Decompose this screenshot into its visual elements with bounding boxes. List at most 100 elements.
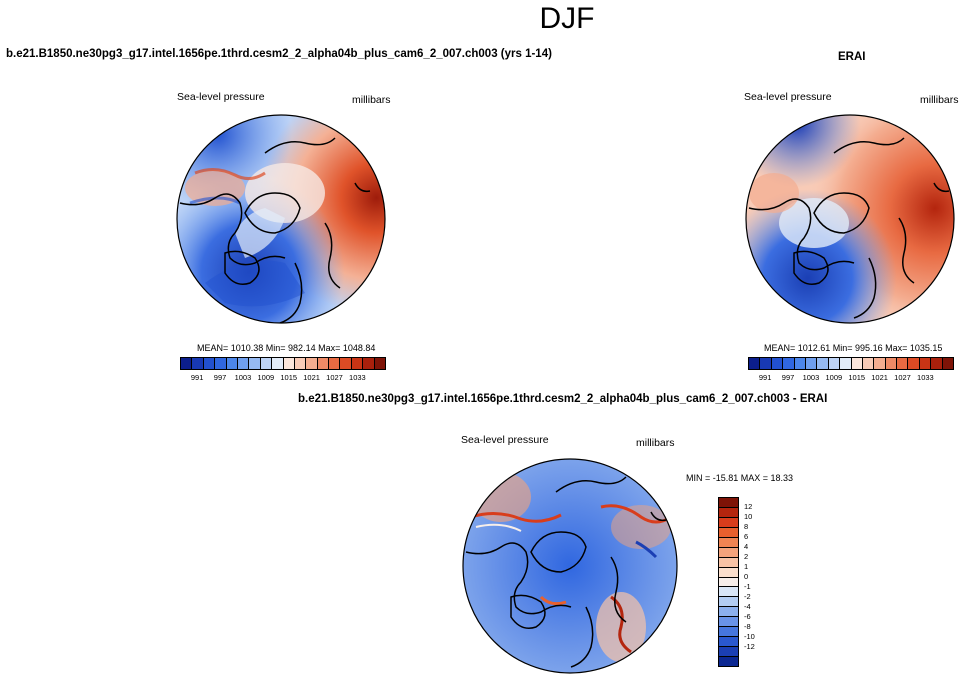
diff-colorbar-tick-label: -1: [744, 582, 751, 591]
obs-units-label: millibars: [920, 94, 959, 106]
diff-colorbar-swatch: [719, 587, 738, 598]
season-title: DJF: [539, 2, 595, 35]
model-colorbar: [180, 357, 386, 370]
obs-colorbar-ticks: 991 997 1003 1009 1015 1021 1027 1033: [748, 373, 954, 383]
diff-colorbar-tick-label: 10: [744, 512, 753, 521]
obs-colorbar-tick-label: 997: [781, 373, 795, 382]
obs-colorbar-swatch: [794, 358, 806, 369]
obs-colorbar-swatch: [931, 358, 943, 369]
model-colorbar-swatch: [181, 358, 193, 369]
model-colorbar-tick-label: 991: [190, 373, 204, 382]
diff-colorbar-tick-label: 4: [744, 542, 749, 551]
model-colorbar-swatch: [283, 358, 295, 369]
diff-colorbar-tick-label: -4: [744, 602, 751, 611]
diff-colorbar: [718, 497, 739, 667]
model-colorbar-tick-label: 1009: [257, 373, 275, 382]
diff-units-label: millibars: [636, 437, 675, 449]
diff-polar-map: [462, 458, 678, 674]
diff-colorbar-swatch: [719, 498, 738, 508]
diff-colorbar-swatch: [719, 577, 738, 588]
model-colorbar-swatch: [340, 358, 352, 369]
obs-colorbar-tick-label: 1009: [825, 373, 843, 382]
model-stats: MEAN= 1010.38 Min= 982.14 Max= 1048.84: [197, 343, 376, 353]
model-colorbar-tick-label: 1033: [349, 373, 366, 382]
model-colorbar-tick-label: 1015: [280, 373, 298, 382]
model-colorbar-swatch: [226, 358, 238, 369]
diff-colorbar-tick-label: -8: [744, 622, 751, 631]
obs-colorbar-swatch: [760, 358, 772, 369]
obs-colorbar-swatch: [897, 358, 909, 369]
model-colorbar-swatch: [192, 358, 204, 369]
diff-colorbar-swatch: [719, 567, 738, 578]
model-polar-map: [176, 114, 386, 324]
diff-colorbar-swatch: [719, 617, 738, 628]
obs-colorbar-swatch: [908, 358, 920, 369]
model-colorbar-swatch: [249, 358, 261, 369]
diff-colorbar-tick-label: 0: [744, 572, 749, 581]
model-colorbar-tick-label: 1027: [326, 373, 343, 382]
model-colorbar-swatch: [329, 358, 341, 369]
obs-colorbar-tick-label: 1021: [871, 373, 888, 382]
obs-colorbar-tick-label: 991: [758, 373, 772, 382]
diff-colorbar-swatch: [719, 537, 738, 548]
obs-colorbar-swatch: [771, 358, 784, 369]
diff-colorbar-tick-label: 1: [744, 562, 749, 571]
model-colorbar-swatch: [260, 358, 273, 369]
model-colorbar-ticks: 991 997 1003 1009 1015 1021 1027 1033: [180, 373, 386, 383]
obs-colorbar-swatch: [805, 358, 818, 369]
diff-colorbar-tick-label: -2: [744, 592, 751, 601]
model-colorbar-tick-label: 997: [213, 373, 227, 382]
model-case-title: b.e21.B1850.ne30pg3_g17.intel.1656pe.1th…: [6, 48, 552, 60]
diff-colorbar-tick-label: -6: [744, 612, 751, 621]
diff-title: b.e21.B1850.ne30pg3_g17.intel.1656pe.1th…: [298, 393, 828, 405]
diff-colorbar-swatch: [719, 647, 738, 657]
obs-colorbar-swatch: [942, 358, 954, 369]
model-colorbar-swatch: [203, 358, 216, 369]
obs-colorbar-swatch: [817, 358, 829, 369]
obs-colorbar-swatch: [885, 358, 898, 369]
diff-colorbar-swatch: [719, 517, 738, 528]
obs-stats: MEAN= 1012.61 Min= 995.16 Max= 1035.15: [764, 343, 943, 353]
diff-colorbar-tick-label: 6: [744, 532, 749, 541]
diff-colorbar-swatch: [719, 557, 738, 568]
diff-colorbar-swatch: [719, 627, 738, 638]
diff-colorbar-swatch: [719, 637, 738, 648]
diff-colorbar-swatch: [719, 547, 738, 558]
model-colorbar-swatch: [215, 358, 227, 369]
obs-variable-label: Sea-level pressure: [744, 91, 832, 103]
model-colorbar-swatch: [351, 358, 364, 369]
diff-variable-label: Sea-level pressure: [461, 434, 549, 446]
diff-colorbar-swatch: [719, 657, 738, 666]
obs-colorbar: [748, 357, 954, 370]
obs-colorbar-swatch: [828, 358, 841, 369]
model-colorbar-swatch: [306, 358, 318, 369]
model-colorbar-swatch: [317, 358, 330, 369]
model-colorbar-swatch: [237, 358, 250, 369]
diff-colorbar-tick-label: 12: [744, 502, 753, 511]
obs-colorbar-swatch: [851, 358, 863, 369]
model-units-label: millibars: [352, 94, 391, 106]
model-colorbar-tick-label: 1021: [303, 373, 320, 382]
diff-colorbar-swatch: [719, 527, 738, 538]
model-colorbar-swatch: [294, 358, 307, 369]
obs-colorbar-tick-label: 1003: [802, 373, 820, 382]
model-variable-label: Sea-level pressure: [177, 91, 265, 103]
obs-colorbar-tick-label: 1033: [917, 373, 934, 382]
obs-colorbar-swatch: [874, 358, 886, 369]
model-colorbar-swatch: [374, 358, 386, 369]
diff-stats: MIN = -15.81 MAX = 18.33: [686, 473, 794, 483]
obs-colorbar-tick-label: 1027: [894, 373, 911, 382]
obs-colorbar-swatch: [862, 358, 875, 369]
diff-colorbar-swatch: [719, 597, 738, 608]
diff-colorbar-tick-label: -10: [744, 632, 755, 641]
diff-colorbar-tick-label: -12: [744, 642, 755, 651]
model-colorbar-tick-label: 1003: [234, 373, 252, 382]
obs-polar-map: [745, 114, 955, 324]
diff-colorbar-ticks: 12 10 8 6 4 2 1 0 -1 -2 -4 -6 -8 -10 -12: [744, 497, 774, 667]
obs-colorbar-swatch: [919, 358, 932, 369]
obs-colorbar-swatch: [749, 358, 761, 369]
obs-colorbar-tick-label: 1015: [848, 373, 866, 382]
obs-colorbar-swatch: [840, 358, 852, 369]
obs-colorbar-swatch: [783, 358, 795, 369]
obs-title: ERAI: [838, 51, 866, 63]
